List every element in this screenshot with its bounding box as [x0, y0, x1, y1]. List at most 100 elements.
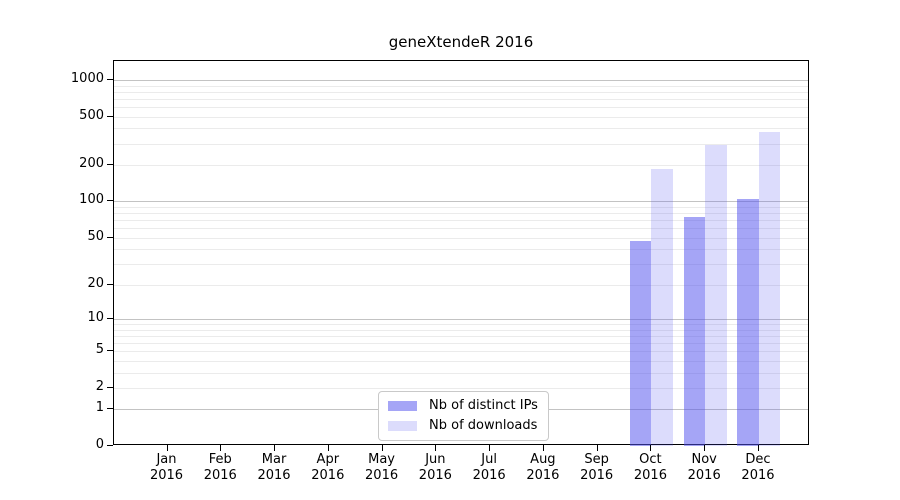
x-tick-label: Jul 2016 [457, 452, 521, 484]
x-tick-mark [220, 445, 222, 451]
minor-gridline [114, 98, 808, 100]
legend-label: Nb of downloads [429, 418, 538, 433]
legend-item: Nb of downloads [388, 416, 538, 435]
bar-downloads [651, 169, 673, 446]
y-tick-mark [107, 350, 113, 352]
x-tick-label-month: Dec [745, 452, 771, 467]
legend-swatch-downloads [388, 420, 417, 431]
minor-gridline [114, 323, 808, 325]
x-tick-label-month: Oct [639, 452, 662, 467]
x-tick-label: Jun 2016 [403, 452, 467, 484]
y-tick-mark [107, 317, 113, 319]
x-tick-label: Oct 2016 [618, 452, 682, 484]
y-tick-label: 2 [95, 378, 104, 394]
x-tick-label-month: May [368, 452, 396, 467]
x-tick-label: Dec 2016 [726, 452, 790, 484]
x-tick-label-month: Jul [481, 452, 497, 467]
x-tick-label-month: Jan [156, 452, 177, 467]
x-tick-label-month: Nov [691, 452, 717, 467]
y-tick-mark [107, 236, 113, 238]
x-tick-mark [542, 445, 544, 451]
x-tick-label-year: 2016 [633, 468, 667, 483]
legend: Nb of distinct IPs Nb of downloads [378, 391, 549, 441]
x-tick-label-year: 2016 [580, 468, 614, 483]
x-tick-mark [757, 445, 759, 451]
x-tick-label-month: Feb [208, 452, 232, 467]
x-tick-label: Jan 2016 [135, 452, 199, 484]
bar-downloads [705, 145, 727, 446]
minor-gridline [114, 116, 808, 118]
x-tick-mark [327, 445, 329, 451]
y-tick-label: 1 [95, 400, 104, 416]
x-tick-label-year: 2016 [149, 468, 184, 483]
minor-gridline [114, 342, 808, 344]
minor-gridline [114, 106, 808, 108]
x-tick-label-year: 2016 [257, 468, 291, 483]
x-tick-mark [381, 445, 383, 451]
bar-distinct-ips [683, 217, 706, 446]
minor-gridline [114, 284, 808, 286]
legend-item: Nb of distinct IPs [388, 396, 538, 415]
y-tick-label: 500 [79, 107, 104, 123]
minor-gridline [114, 228, 808, 230]
x-tick-mark [435, 445, 437, 451]
x-tick-label: Nov 2016 [672, 452, 736, 484]
y-tick-label: 100 [79, 192, 104, 208]
plot-area [113, 60, 809, 446]
minor-gridline [114, 249, 808, 251]
minor-gridline [114, 220, 808, 222]
minor-gridline [114, 165, 808, 166]
minor-gridline [114, 237, 808, 239]
bar-distinct-ips [629, 240, 652, 446]
x-tick-label-month: Jun [425, 452, 446, 467]
y-tick-mark [107, 408, 113, 410]
y-tick-label: 200 [79, 156, 104, 171]
minor-gridline [114, 206, 808, 208]
x-tick-label: Apr 2016 [296, 452, 360, 484]
minor-gridline [114, 360, 808, 362]
x-tick-label-month: Sep [584, 452, 609, 467]
x-tick-mark [166, 445, 168, 451]
x-tick-label-year: 2016 [418, 468, 452, 483]
y-tick-label: 1000 [70, 70, 104, 86]
x-tick-label-month: Aug [530, 452, 556, 467]
x-tick-label: Mar 2016 [242, 452, 306, 484]
y-tick-mark [107, 78, 113, 80]
legend-label: Nb of distinct IPs [429, 398, 538, 413]
x-tick-label-year: 2016 [365, 468, 399, 483]
x-tick-label: Aug 2016 [511, 452, 575, 484]
x-tick-label: May 2016 [350, 452, 414, 484]
x-tick-mark [274, 445, 276, 451]
x-tick-label-month: Mar [261, 452, 287, 467]
minor-gridline [114, 329, 808, 331]
minor-gridline [114, 128, 808, 130]
minor-gridline [114, 91, 808, 93]
x-tick-label-year: 2016 [311, 468, 345, 483]
x-tick-mark [650, 445, 652, 451]
x-tick-label: Sep 2016 [565, 452, 629, 484]
major-gridline [114, 79, 808, 81]
chart-title: geneXtendeR 2016 [388, 33, 534, 51]
minor-gridline [114, 85, 808, 87]
minor-gridline [114, 387, 808, 389]
x-tick-label-year: 2016 [203, 468, 237, 483]
y-tick-mark [107, 283, 113, 285]
minor-gridline [114, 213, 808, 215]
x-tick-label-year: 2016 [687, 468, 721, 483]
y-tick-mark [107, 445, 113, 446]
bar-distinct-ips [737, 198, 759, 446]
y-tick-mark [107, 200, 113, 202]
x-tick-mark [704, 445, 706, 451]
bar-downloads [758, 131, 781, 446]
x-tick-label-year: 2016 [741, 468, 775, 483]
y-tick-mark [107, 115, 113, 117]
minor-gridline [114, 351, 808, 353]
x-tick-label-month: Apr [316, 452, 340, 467]
y-tick-label: 5 [95, 342, 104, 358]
minor-gridline [114, 264, 808, 266]
minor-gridline [114, 143, 808, 145]
major-gridline [114, 318, 808, 320]
x-tick-label-year: 2016 [472, 468, 506, 483]
y-tick-label: 20 [87, 275, 104, 291]
